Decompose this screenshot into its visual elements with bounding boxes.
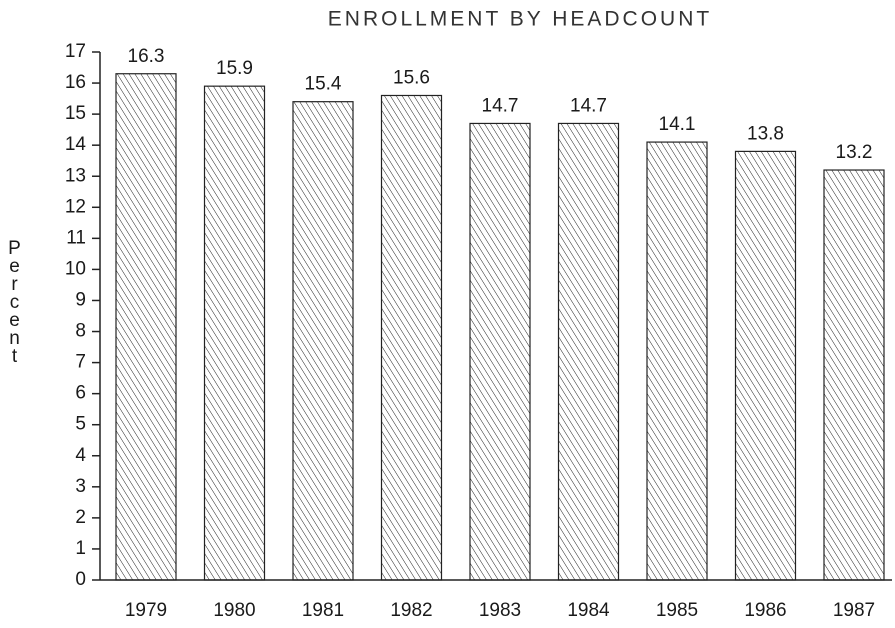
y-tick-label: 10 bbox=[65, 258, 86, 279]
value-label: 16.3 bbox=[128, 46, 165, 67]
x-tick-label: 1982 bbox=[390, 600, 432, 621]
y-tick-label: 4 bbox=[75, 445, 86, 466]
value-label: 13.2 bbox=[836, 142, 873, 163]
y-tick-label: 5 bbox=[75, 414, 86, 435]
y-tick-label: 3 bbox=[75, 476, 86, 497]
y-tick-label: 14 bbox=[65, 134, 87, 155]
bar bbox=[823, 169, 885, 581]
x-tick-label: 1987 bbox=[833, 600, 875, 621]
x-tick-label: 1984 bbox=[567, 600, 610, 621]
chart-title: ENROLLMENT BY HEADCOUNT bbox=[328, 8, 712, 31]
y-tick-label: 0 bbox=[75, 569, 86, 590]
x-tick-label: 1981 bbox=[302, 600, 344, 621]
bar bbox=[292, 101, 354, 581]
y-tick-label: 13 bbox=[65, 165, 86, 186]
bar bbox=[469, 122, 531, 581]
y-axis-label: Percent bbox=[4, 238, 25, 364]
bar bbox=[380, 94, 443, 581]
y-tick-label: 16 bbox=[65, 72, 86, 93]
x-tick-label: 1986 bbox=[744, 600, 786, 621]
value-label: 14.1 bbox=[659, 114, 696, 135]
bar bbox=[734, 150, 797, 581]
x-tick-label: 1985 bbox=[656, 600, 698, 621]
x-tick-label: 1983 bbox=[479, 600, 521, 621]
bar bbox=[646, 141, 708, 581]
y-tick-label: 9 bbox=[75, 289, 86, 310]
y-tick-label: 12 bbox=[65, 196, 86, 217]
bar bbox=[203, 85, 266, 581]
value-label: 15.9 bbox=[216, 58, 253, 79]
value-label: 15.4 bbox=[305, 74, 342, 95]
y-tick-label: 8 bbox=[75, 321, 86, 342]
value-label: 15.6 bbox=[393, 67, 430, 88]
y-tick-label: 2 bbox=[75, 507, 86, 528]
bar bbox=[115, 73, 177, 581]
value-label: 14.7 bbox=[482, 95, 519, 116]
y-tick-label: 7 bbox=[75, 352, 86, 373]
y-tick-label: 6 bbox=[75, 383, 86, 404]
y-tick-label: 11 bbox=[66, 227, 86, 248]
bar bbox=[557, 122, 620, 581]
x-tick-label: 1980 bbox=[213, 600, 255, 621]
y-tick-label: 1 bbox=[75, 538, 86, 559]
value-label: 14.7 bbox=[570, 95, 607, 116]
value-label: 13.8 bbox=[747, 123, 784, 144]
y-tick-label: 15 bbox=[65, 103, 86, 124]
y-tick-label: 17 bbox=[65, 41, 86, 62]
x-tick-label: 1979 bbox=[125, 600, 167, 621]
